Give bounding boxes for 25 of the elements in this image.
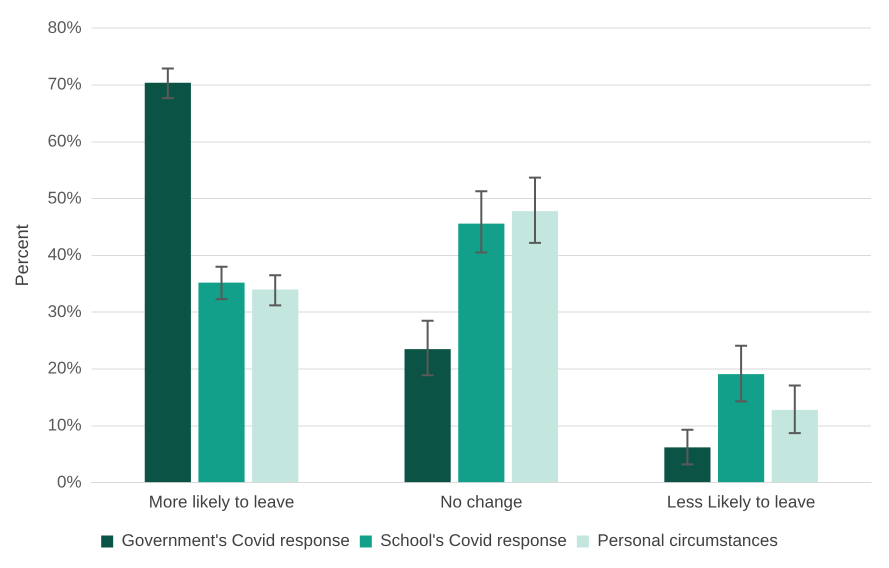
y-tick-label: 10% [48, 415, 82, 434]
bar [512, 211, 558, 482]
legend-label: Personal circumstances [597, 531, 778, 550]
bar [458, 224, 504, 482]
y-tick-label: 80% [48, 18, 82, 37]
bar [664, 447, 710, 482]
x-tick-label: More likely to leave [148, 492, 294, 512]
y-tick-label: 70% [48, 74, 82, 94]
y-tick-label: 20% [48, 358, 82, 378]
bar [144, 82, 191, 482]
y-tick-label: 30% [48, 302, 82, 321]
legend-label: School's Covid response [380, 531, 567, 550]
x-tick-label: No change [440, 492, 522, 512]
bar [198, 282, 245, 482]
bar [252, 289, 298, 482]
y-tick-label: 50% [48, 188, 82, 208]
legend-label: Government's Covid response [122, 531, 350, 550]
y-tick-label: 60% [48, 131, 82, 150]
x-tick-label: Less Likely to leave [666, 492, 816, 512]
bar [772, 410, 818, 482]
y-axis-title: Percent [12, 224, 32, 286]
y-tick-label: 40% [48, 245, 82, 264]
y-tick-label: 0% [57, 472, 82, 492]
bar [404, 349, 451, 482]
bar [718, 374, 764, 482]
